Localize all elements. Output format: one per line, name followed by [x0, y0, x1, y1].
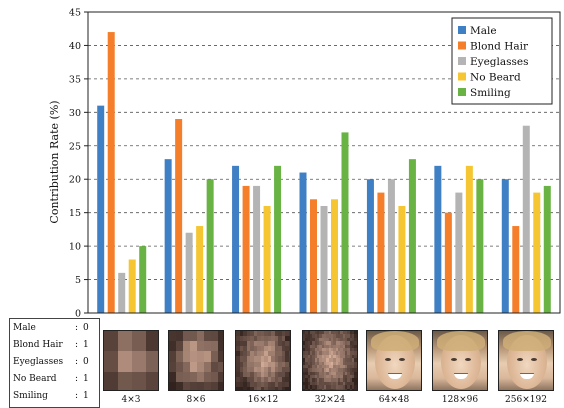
resolution-label: 8×6: [186, 395, 206, 405]
y-tick-label: 45: [69, 8, 81, 19]
face-thumbnail: [498, 330, 554, 391]
attribute-name: Eyeglasses: [13, 357, 64, 367]
y-tick-label: 20: [69, 175, 81, 186]
resolution-label: 128×96: [441, 395, 479, 405]
y-axis-ticks: 0 5 10 15 20 25 30 35 40 45: [69, 8, 88, 319]
bar-smiling: [139, 246, 147, 313]
bar-blond-hair: [175, 119, 183, 314]
bar-blond-hair: [242, 185, 250, 313]
legend-label: Smiling: [470, 87, 511, 99]
attribute-value: 1: [83, 374, 89, 384]
attribute-row: Male:0: [13, 323, 99, 339]
bar-eyeglasses: [522, 125, 530, 313]
attribute-value: 1: [83, 340, 89, 350]
bar-smiling: [476, 179, 484, 313]
legend-label: Eyeglasses: [470, 56, 529, 68]
attribute-name: No Beard: [13, 374, 57, 384]
attribute-name: Blond Hair: [13, 340, 63, 350]
face-thumbnail: [302, 330, 358, 391]
legend-swatch: [458, 88, 466, 96]
bar-no-beard: [533, 192, 541, 313]
bar-no-beard: [263, 205, 271, 313]
attribute-value: 0: [83, 357, 89, 367]
legend-swatch: [458, 57, 466, 65]
bar-no-beard: [331, 199, 338, 313]
face-thumbnail: [366, 330, 422, 391]
y-tick-label: 0: [75, 309, 81, 319]
attribute-panel: Male:0 Blond Hair:1 Eyeglasses:0 No Beard:1…: [9, 318, 100, 408]
attribute-row: Blond Hair:1: [13, 340, 99, 356]
attribute-value: 0: [83, 323, 89, 333]
y-tick-label: 30: [69, 108, 81, 119]
bar-male: [434, 165, 442, 313]
bar-blond-hair: [512, 226, 520, 313]
attribute-row: Smiling:1: [13, 391, 99, 407]
y-tick-label: 10: [69, 242, 81, 253]
bar-male: [97, 105, 105, 314]
legend-label: Blond Hair: [470, 41, 529, 53]
y-tick-label: 15: [69, 208, 81, 219]
bar-no-beard: [398, 205, 406, 313]
resolution-label: 4×3: [121, 395, 141, 405]
attribute-row: Eyeglasses:0: [13, 357, 99, 373]
bar-smiling: [274, 165, 282, 313]
bar-eyeglasses: [118, 272, 126, 313]
face-thumbnail: [103, 330, 159, 391]
face-thumbnail: [168, 330, 224, 391]
y-tick-label: 25: [69, 141, 81, 152]
attribute-name: Male: [13, 323, 36, 333]
bar-no-beard: [196, 226, 204, 313]
bar-smiling: [206, 179, 214, 313]
bar-no-beard: [128, 259, 136, 313]
legend-swatch: [458, 72, 466, 81]
bar-blond-hair: [310, 199, 317, 313]
attribute-separator: :: [75, 340, 79, 350]
y-tick-label: 35: [69, 74, 81, 85]
y-tick-label: 5: [75, 275, 81, 286]
legend-box: [451, 17, 553, 105]
legend: Male Blond Hair Eyeglasses No Beard Smiling: [451, 17, 553, 105]
bar-eyeglasses: [320, 205, 328, 313]
attribute-value: 1: [83, 391, 89, 401]
resolution-label: 16×12: [247, 395, 279, 405]
legend-label: No Beard: [470, 72, 521, 84]
attribute-separator: :: [75, 323, 79, 333]
bar-male: [164, 159, 172, 313]
bar-eyeglasses: [455, 192, 463, 313]
attribute-separator: :: [75, 357, 79, 367]
bar-smiling: [408, 159, 416, 313]
face-thumbnail: [235, 330, 291, 391]
resolution-label: 64×48: [378, 395, 410, 405]
legend-swatch: [458, 41, 466, 50]
bar-eyeglasses: [185, 232, 193, 313]
bar-smiling: [341, 132, 349, 313]
resolution-label: 256×192: [505, 395, 547, 405]
bar-male: [232, 165, 240, 313]
bar-eyeglasses: [387, 179, 395, 313]
plot-frame: [87, 11, 561, 314]
face-thumbnail: [432, 330, 488, 391]
y-axis-label: Contribution Rate (%): [48, 100, 61, 223]
attribute-separator: :: [75, 391, 79, 401]
legend-swatch: [458, 26, 466, 34]
bar-no-beard: [465, 165, 473, 313]
bar-eyeglasses: [253, 185, 261, 313]
bars: [97, 32, 551, 314]
attribute-separator: :: [75, 374, 79, 384]
bar-blond-hair: [377, 192, 385, 313]
bar-male: [501, 179, 509, 313]
bar-blond-hair: [107, 32, 115, 314]
bar-blond-hair: [444, 212, 452, 313]
bar-male: [299, 172, 307, 313]
attribute-name: Smiling: [13, 391, 48, 401]
bar-male: [366, 179, 374, 313]
legend-label: Male: [470, 25, 497, 37]
y-tick-label: 40: [69, 41, 81, 52]
attribute-row: No Beard:1: [13, 374, 99, 390]
resolution-label: 32×24: [314, 395, 346, 405]
bar-smiling: [543, 185, 551, 313]
